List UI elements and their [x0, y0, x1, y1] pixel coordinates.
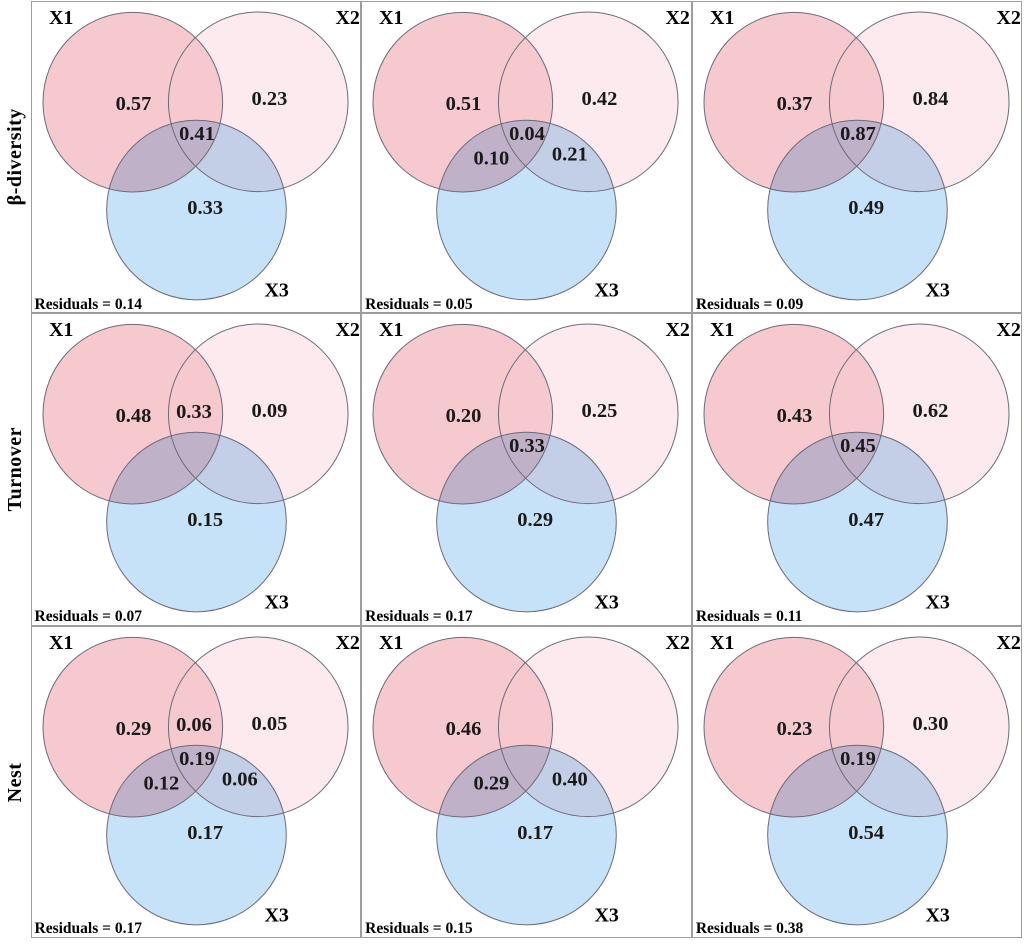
svg-text:X3: X3	[595, 279, 619, 301]
svg-text:0.20: 0.20	[446, 405, 482, 427]
svg-text:0.19: 0.19	[840, 748, 876, 770]
svg-text:X1: X1	[379, 7, 403, 29]
svg-text:0.21: 0.21	[552, 144, 588, 166]
svg-text:0.33: 0.33	[176, 401, 212, 423]
svg-text:0.49: 0.49	[848, 197, 884, 219]
svg-text:0.23: 0.23	[251, 88, 287, 110]
svg-text:X1: X1	[710, 319, 734, 341]
svg-text:X1: X1	[48, 319, 72, 341]
svg-text:0.05: 0.05	[251, 713, 287, 735]
svg-text:0.62: 0.62	[912, 400, 948, 422]
svg-text:X2: X2	[996, 7, 1020, 29]
svg-text:X1: X1	[710, 632, 734, 654]
svg-text:0.45: 0.45	[840, 435, 876, 457]
svg-text:0.12: 0.12	[143, 772, 179, 794]
svg-text:0.17: 0.17	[187, 821, 223, 843]
svg-text:X2: X2	[996, 632, 1020, 654]
svg-text:X1: X1	[48, 7, 72, 29]
svg-text:0.57: 0.57	[115, 93, 151, 115]
svg-text:0.29: 0.29	[115, 718, 151, 740]
svg-text:0.46: 0.46	[446, 718, 482, 740]
svg-text:0.15: 0.15	[187, 509, 223, 531]
svg-text:0.84: 0.84	[912, 88, 948, 110]
svg-text:0.25: 0.25	[582, 400, 618, 422]
svg-text:X3: X3	[264, 279, 288, 301]
svg-text:X3: X3	[925, 279, 949, 301]
svg-text:X3: X3	[925, 904, 949, 926]
svg-text:0.06: 0.06	[176, 714, 212, 736]
svg-text:X2: X2	[666, 632, 690, 654]
svg-text:0.33: 0.33	[509, 435, 545, 457]
svg-text:0.29: 0.29	[474, 772, 510, 794]
svg-text:0.06: 0.06	[221, 768, 257, 790]
svg-text:0.47: 0.47	[848, 509, 884, 531]
svg-text:0.17: 0.17	[517, 821, 553, 843]
svg-text:0.54: 0.54	[848, 821, 884, 843]
svg-text:0.30: 0.30	[912, 713, 948, 735]
svg-text:X1: X1	[379, 632, 403, 654]
svg-text:0.42: 0.42	[582, 88, 618, 110]
svg-text:0.33: 0.33	[187, 197, 223, 219]
svg-text:X3: X3	[925, 592, 949, 614]
svg-text:0.10: 0.10	[474, 147, 510, 169]
svg-text:X1: X1	[710, 7, 734, 29]
svg-text:0.19: 0.19	[179, 748, 215, 770]
svg-text:X3: X3	[595, 904, 619, 926]
svg-text:X2: X2	[335, 319, 359, 341]
svg-text:0.43: 0.43	[776, 405, 812, 427]
svg-text:X2: X2	[666, 7, 690, 29]
svg-text:X3: X3	[264, 592, 288, 614]
svg-text:X2: X2	[335, 7, 359, 29]
svg-text:X3: X3	[264, 904, 288, 926]
svg-text:0.51: 0.51	[446, 93, 482, 115]
svg-text:0.37: 0.37	[776, 93, 812, 115]
svg-text:X2: X2	[666, 319, 690, 341]
svg-text:0.48: 0.48	[115, 405, 151, 427]
svg-text:0.04: 0.04	[509, 123, 545, 145]
svg-text:X1: X1	[379, 319, 403, 341]
svg-text:0.87: 0.87	[840, 123, 876, 145]
svg-text:X3: X3	[595, 592, 619, 614]
svg-text:X1: X1	[48, 632, 72, 654]
svg-text:0.29: 0.29	[517, 509, 553, 531]
svg-text:0.23: 0.23	[776, 718, 812, 740]
svg-text:0.09: 0.09	[251, 400, 287, 422]
svg-text:0.41: 0.41	[179, 123, 215, 145]
svg-text:0.40: 0.40	[552, 768, 588, 790]
svg-text:X2: X2	[996, 319, 1020, 341]
svg-text:X2: X2	[335, 632, 359, 654]
